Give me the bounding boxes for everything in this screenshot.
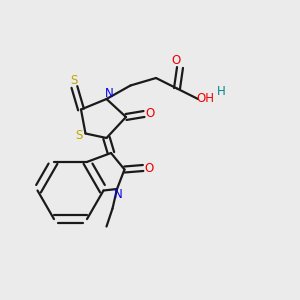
Text: O: O bbox=[146, 107, 154, 120]
Text: OH: OH bbox=[196, 92, 214, 106]
Text: S: S bbox=[75, 129, 82, 142]
Text: S: S bbox=[70, 74, 77, 87]
Text: O: O bbox=[172, 54, 181, 68]
Text: N: N bbox=[114, 188, 123, 201]
Text: N: N bbox=[105, 87, 114, 100]
Text: O: O bbox=[145, 161, 154, 175]
Text: H: H bbox=[217, 85, 226, 98]
